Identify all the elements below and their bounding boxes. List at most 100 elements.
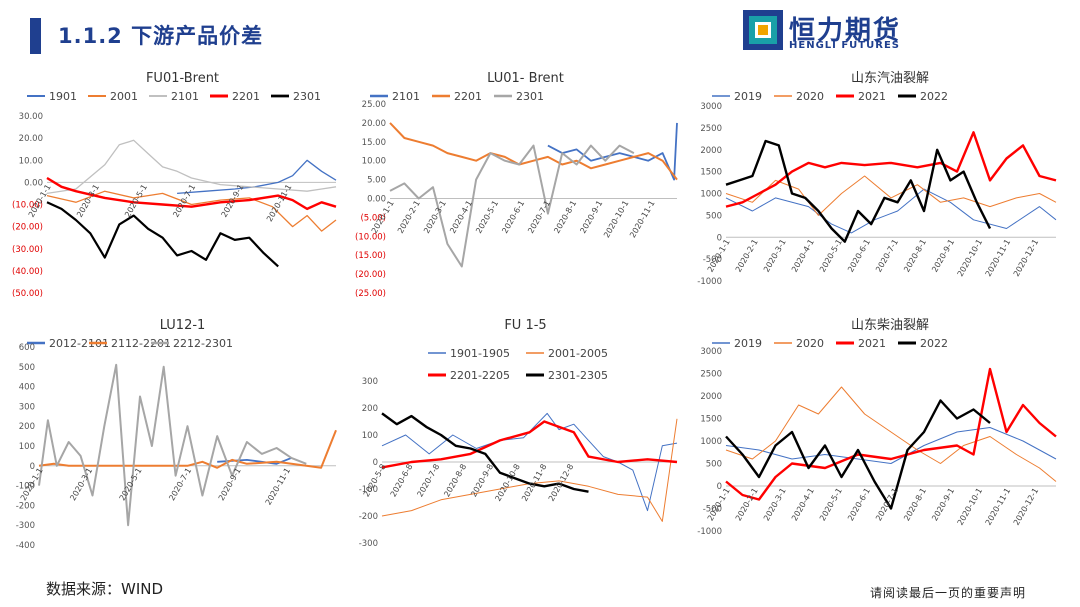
x-tick-label: 2020-7-1 [167,466,193,502]
y-tick-label: -500 [703,505,722,515]
chart-legend: 1901-1905 2001-2005 2201-2205 2301-2305 [428,347,608,382]
legend-label: 2019 [734,337,762,350]
x-tick-label: 2020-8-1 [552,199,578,235]
chart-title: 山东柴油裂解 [851,318,929,333]
x-tick-label: 2020-3-1 [68,466,94,502]
y-tick-label: 30.00 [19,112,43,122]
y-tick-label: 0 [30,462,35,472]
legend-label: 2301 [516,90,544,103]
legend-item: 2201-2205 [428,369,510,382]
legend-label: 1901-1905 [450,347,510,360]
x-tick-label: 2020-7-1 [171,183,197,219]
y-tick-label: 20.00 [362,119,386,129]
chart-title: FU01-Brent [146,71,219,86]
y-tick-label: (20.00) [355,270,386,280]
legend-label: 2301-2305 [548,369,608,382]
series-line [389,122,678,181]
y-tick-label: (25.00) [355,289,386,299]
y-tick-label: -500 [703,255,722,265]
y-tick-label: 3000 [700,102,722,112]
series-line [725,427,1057,464]
legend-item: 2101 [149,90,199,103]
series-line [547,122,678,181]
logo-text-en: HENGLI FUTURES [789,40,900,51]
y-tick-label: -200 [359,512,378,522]
y-tick-label: 600 [19,343,35,353]
legend-item: 2022 [898,90,948,103]
y-tick-label: (40.00) [12,267,43,277]
legend-item: 2001 [88,90,138,103]
legend-item: 2301 [271,90,321,103]
y-tick-label: 200 [362,404,378,414]
y-tick-label: 0 [717,482,722,492]
y-tick-label: 2500 [700,124,722,134]
x-tick-label: 2020-5-1 [474,199,500,235]
y-tick-label: 1500 [700,415,722,425]
chart-legend: 2101 2201 2301 [370,90,544,103]
legend-label: 2212-2301 [173,337,233,350]
y-tick-label: 100 [362,431,378,441]
x-tick-label: 2020-9-8 [469,463,495,499]
chart-title: LU01- Brent [487,71,564,86]
x-tick-label: 2020-10-1 [602,199,630,239]
x-tick-label: 2020-7-1 [874,238,900,274]
chart-svg: LU01- Brent 2101 2201 2301 25.00 20.00 15.00 10… [355,71,678,299]
y-tick-label: 3000 [700,347,722,357]
y-tick-label: (30.00) [12,245,43,255]
y-tick-label: -300 [16,521,35,531]
y-tick-label: (20.00) [12,223,43,233]
x-tick-label: 2020-6-8 [389,463,415,499]
y-tick-label: 1000 [700,190,722,200]
x-tick-label: 2020-11-1 [264,466,292,506]
chart-shandong-gasoline-crack: 山东汽油裂解 2019 2020 2021 2022 3000 2500 2000 1500 10… [690,68,1070,303]
series-line [46,139,337,195]
x-tick-label: 2020-8-1 [902,238,928,274]
x-tick-label: 2020-11-1 [628,199,656,239]
series-line [725,131,1057,208]
logo: 恒力期货 HENGLI FUTURES [743,10,1063,52]
legend-item: 2020 [774,337,824,350]
legend-item: 2201 [210,90,260,103]
series-line [725,386,1057,482]
chart-legend: 1901 2001 2101 2201 2301 [27,90,321,103]
x-tick-label: 2020-5-1 [818,487,844,523]
x-tick-label: 2020-11-1 [984,487,1012,527]
legend-item: 2112-2201 [89,337,171,350]
legend-item: 2012-2101 [27,337,109,350]
legend-item: 2101 [370,90,420,103]
x-tick-label: 2020-12-1 [1012,238,1040,278]
chart-lu01-brent: LU01- Brent 2101 2201 2301 25.00 20.00 15.00 10… [348,68,683,303]
y-tick-label: 20.00 [19,134,43,144]
y-tick-label: 2000 [700,146,722,156]
page-title: 1.1.2 下游产品价差 [58,24,264,48]
series-line [381,420,678,469]
logo-mark-icon [743,10,783,50]
x-tick-label: 2020-9-1 [930,487,956,523]
legend-label: 2022 [920,337,948,350]
legend-label: 2022 [920,90,948,103]
chart-lu12-1: LU12-1 2012-2101 2112-2201 2212-2301 600 500 4… [5,315,340,553]
chart-svg: 山东柴油裂解 2019 2020 2021 2022 3000 2500 2000 1500 10… [697,318,1057,537]
chart-title: FU 1-5 [504,318,546,333]
legend-item: 2021 [836,90,886,103]
chart-legend: 2019 2020 2021 2022 [712,90,948,103]
x-tick-label: 2020-6-1 [500,199,526,235]
legend-item: 2019 [712,337,762,350]
y-tick-label: 15.00 [362,138,386,148]
disclaimer-note: 请阅读最后一页的重要声明 [870,586,1027,600]
series-line [46,190,337,232]
y-tick-label: 1500 [700,168,722,178]
y-tick-label: -1000 [697,527,722,537]
chart-legend: 2019 2020 2021 2022 [712,337,948,350]
legend-item: 2019 [712,90,762,103]
legend-item: 2301 [494,90,544,103]
legend-label: 2112-2201 [111,337,171,350]
logo-text-cn: 恒力期货 [789,16,902,46]
y-tick-label: 1000 [700,437,722,447]
legend-label: 2001-2005 [548,347,608,360]
x-tick-label: 2020-10-1 [956,238,984,278]
series-line [389,144,635,268]
series-line [177,159,337,195]
x-tick-label: 2020-6-1 [846,238,872,274]
legend-label: 2101 [171,90,199,103]
